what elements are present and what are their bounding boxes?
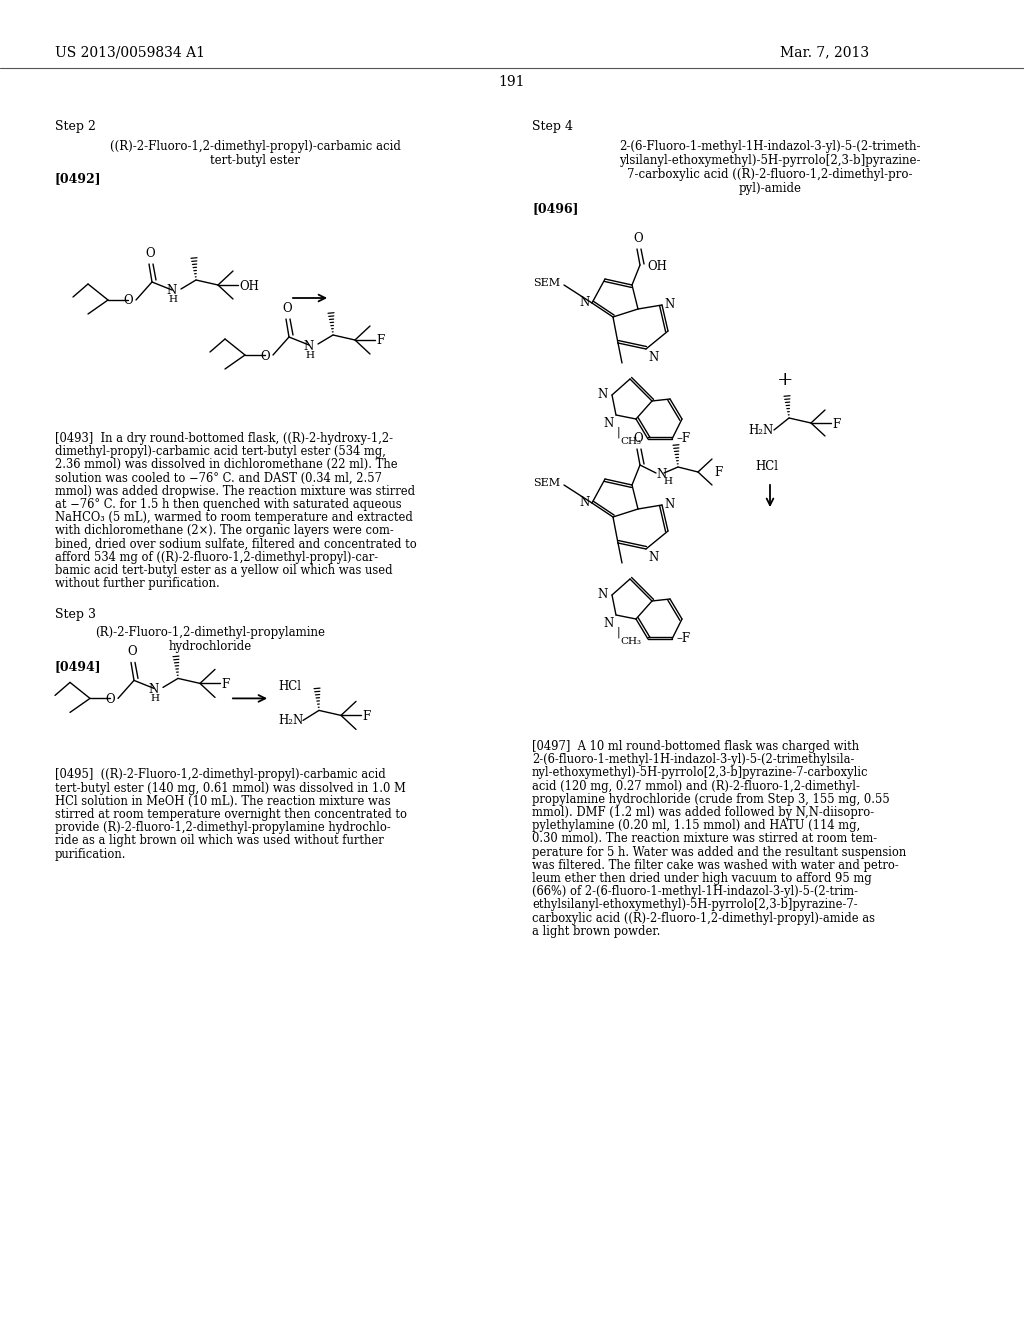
Text: N: N bbox=[664, 298, 674, 312]
Text: N: N bbox=[598, 388, 608, 401]
Text: H: H bbox=[663, 478, 672, 487]
Text: [0495]  ((R)-2-Fluoro-1,2-dimethyl-propyl)-carbamic acid: [0495] ((R)-2-Fluoro-1,2-dimethyl-propyl… bbox=[55, 768, 386, 781]
Text: O: O bbox=[283, 302, 292, 315]
Text: acid (120 mg, 0.27 mmol) and (R)-2-fluoro-1,2-dimethyl-: acid (120 mg, 0.27 mmol) and (R)-2-fluor… bbox=[532, 780, 860, 792]
Text: nyl-ethoxymethyl)-5H-pyrrolo[2,3-b]pyrazine-7-carboxylic: nyl-ethoxymethyl)-5H-pyrrolo[2,3-b]pyraz… bbox=[532, 767, 868, 779]
Text: N: N bbox=[656, 467, 667, 480]
Text: ((R)-2-Fluoro-1,2-dimethyl-propyl)-carbamic acid: ((R)-2-Fluoro-1,2-dimethyl-propyl)-carba… bbox=[110, 140, 400, 153]
Text: Step 3: Step 3 bbox=[55, 609, 96, 622]
Text: H: H bbox=[151, 694, 160, 704]
Text: mmol) was added dropwise. The reaction mixture was stirred: mmol) was added dropwise. The reaction m… bbox=[55, 484, 415, 498]
Text: hydrochloride: hydrochloride bbox=[168, 640, 252, 653]
Text: CH₃: CH₃ bbox=[620, 638, 641, 645]
Text: F: F bbox=[831, 417, 841, 430]
Text: N: N bbox=[664, 499, 674, 511]
Text: a light brown powder.: a light brown powder. bbox=[532, 925, 660, 937]
Text: pyl)-amide: pyl)-amide bbox=[738, 182, 802, 195]
Text: O: O bbox=[145, 247, 155, 260]
Text: at −76° C. for 1.5 h then quenched with saturated aqueous: at −76° C. for 1.5 h then quenched with … bbox=[55, 498, 401, 511]
Text: F: F bbox=[362, 710, 371, 723]
Text: |: | bbox=[616, 627, 620, 639]
Text: [0492]: [0492] bbox=[55, 172, 101, 185]
Text: Step 4: Step 4 bbox=[532, 120, 573, 133]
Text: SEM: SEM bbox=[532, 279, 560, 288]
Text: without further purification.: without further purification. bbox=[55, 577, 220, 590]
Text: N: N bbox=[598, 589, 608, 602]
Text: Step 2: Step 2 bbox=[55, 120, 96, 133]
Text: stirred at room temperature overnight then concentrated to: stirred at room temperature overnight th… bbox=[55, 808, 407, 821]
Text: with dichloromethane (2×). The organic layers were com-: with dichloromethane (2×). The organic l… bbox=[55, 524, 394, 537]
Text: tert-butyl ester (140 mg, 0.61 mmol) was dissolved in 1.0 M: tert-butyl ester (140 mg, 0.61 mmol) was… bbox=[55, 781, 406, 795]
Text: tert-butyl ester: tert-butyl ester bbox=[210, 154, 300, 168]
Text: was filtered. The filter cake was washed with water and petro-: was filtered. The filter cake was washed… bbox=[532, 859, 899, 871]
Text: HCl: HCl bbox=[755, 459, 778, 473]
Text: O: O bbox=[127, 645, 137, 659]
Text: OH: OH bbox=[647, 260, 667, 272]
Text: N: N bbox=[167, 285, 177, 297]
Text: 191: 191 bbox=[499, 75, 525, 88]
Text: 0.30 mmol). The reaction mixture was stirred at room tem-: 0.30 mmol). The reaction mixture was sti… bbox=[532, 833, 878, 845]
Text: solution was cooled to −76° C. and DAST (0.34 ml, 2.57: solution was cooled to −76° C. and DAST … bbox=[55, 471, 382, 484]
Text: (R)-2-Fluoro-1,2-dimethyl-propylamine: (R)-2-Fluoro-1,2-dimethyl-propylamine bbox=[95, 627, 325, 639]
Text: [0494]: [0494] bbox=[55, 660, 101, 673]
Text: H: H bbox=[169, 296, 177, 305]
Text: bamic acid tert-butyl ester as a yellow oil which was used: bamic acid tert-butyl ester as a yellow … bbox=[55, 564, 392, 577]
Text: mmol). DMF (1.2 ml) was added followed by N,N-diisopro-: mmol). DMF (1.2 ml) was added followed b… bbox=[532, 807, 874, 818]
Text: –F: –F bbox=[676, 632, 690, 645]
Text: dimethyl-propyl)-carbamic acid tert-butyl ester (534 mg,: dimethyl-propyl)-carbamic acid tert-buty… bbox=[55, 445, 386, 458]
Text: O: O bbox=[633, 232, 643, 246]
Text: |: | bbox=[616, 426, 620, 438]
Text: N: N bbox=[604, 616, 614, 630]
Text: ethylsilanyl-ethoxymethyl)-5H-pyrrolo[2,3-b]pyrazine-7-: ethylsilanyl-ethoxymethyl)-5H-pyrrolo[2,… bbox=[532, 899, 858, 911]
Text: 2.36 mmol) was dissolved in dichloromethane (22 ml). The: 2.36 mmol) was dissolved in dichlorometh… bbox=[55, 458, 397, 471]
Text: H₂N: H₂N bbox=[278, 714, 303, 727]
Text: F: F bbox=[376, 334, 384, 347]
Text: F: F bbox=[714, 466, 722, 479]
Text: O: O bbox=[633, 432, 643, 445]
Text: H: H bbox=[305, 351, 314, 359]
Text: 2-(6-Fluoro-1-methyl-1H-indazol-3-yl)-5-(2-trimeth-: 2-(6-Fluoro-1-methyl-1H-indazol-3-yl)-5-… bbox=[620, 140, 921, 153]
Text: –F: –F bbox=[676, 433, 690, 446]
Text: HCl: HCl bbox=[278, 680, 301, 693]
Text: ylsilanyl-ethoxymethyl)-5H-pyrrolo[2,3-b]pyrazine-: ylsilanyl-ethoxymethyl)-5H-pyrrolo[2,3-b… bbox=[620, 154, 921, 168]
Text: O: O bbox=[105, 693, 115, 706]
Text: N: N bbox=[304, 339, 314, 352]
Text: [0496]: [0496] bbox=[532, 202, 579, 215]
Text: US 2013/0059834 A1: US 2013/0059834 A1 bbox=[55, 45, 205, 59]
Text: afford 534 mg of ((R)-2-fluoro-1,2-dimethyl-propyl)-car-: afford 534 mg of ((R)-2-fluoro-1,2-dimet… bbox=[55, 550, 378, 564]
Text: N: N bbox=[148, 682, 159, 696]
Text: Mar. 7, 2013: Mar. 7, 2013 bbox=[780, 45, 869, 59]
Text: NaHCO₃ (5 mL), warmed to room temperature and extracted: NaHCO₃ (5 mL), warmed to room temperatur… bbox=[55, 511, 413, 524]
Text: [0493]  In a dry round-bottomed flask, ((R)-2-hydroxy-1,2-: [0493] In a dry round-bottomed flask, ((… bbox=[55, 432, 393, 445]
Text: perature for 5 h. Water was added and the resultant suspension: perature for 5 h. Water was added and th… bbox=[532, 846, 906, 858]
Text: OH: OH bbox=[239, 280, 259, 293]
Text: +: + bbox=[777, 371, 794, 389]
Text: O: O bbox=[123, 294, 133, 308]
Text: F: F bbox=[221, 678, 229, 690]
Text: leum ether then dried under high vacuum to afford 95 mg: leum ether then dried under high vacuum … bbox=[532, 873, 871, 884]
Text: N: N bbox=[648, 550, 658, 564]
Text: HCl solution in MeOH (10 mL). The reaction mixture was: HCl solution in MeOH (10 mL). The reacti… bbox=[55, 795, 390, 808]
Text: ride as a light brown oil which was used without further: ride as a light brown oil which was used… bbox=[55, 834, 384, 847]
Text: H₂N: H₂N bbox=[748, 424, 773, 437]
Text: (66%) of 2-(6-fluoro-1-methyl-1H-indazol-3-yl)-5-(2-trim-: (66%) of 2-(6-fluoro-1-methyl-1H-indazol… bbox=[532, 886, 858, 898]
Text: purification.: purification. bbox=[55, 847, 127, 861]
Text: N: N bbox=[604, 417, 614, 430]
Text: [0497]  A 10 ml round-bottomed flask was charged with: [0497] A 10 ml round-bottomed flask was … bbox=[532, 741, 859, 752]
Text: propylamine hydrochloride (crude from Step 3, 155 mg, 0.55: propylamine hydrochloride (crude from St… bbox=[532, 793, 890, 805]
Text: SEM: SEM bbox=[532, 478, 560, 488]
Text: N: N bbox=[580, 496, 590, 510]
Text: carboxylic acid ((R)-2-fluoro-1,2-dimethyl-propyl)-amide as: carboxylic acid ((R)-2-fluoro-1,2-dimeth… bbox=[532, 912, 874, 924]
Text: N: N bbox=[580, 297, 590, 309]
Text: bined, dried over sodium sulfate, filtered and concentrated to: bined, dried over sodium sulfate, filter… bbox=[55, 537, 417, 550]
Text: pylethylamine (0.20 ml, 1.15 mmol) and HATU (114 mg,: pylethylamine (0.20 ml, 1.15 mmol) and H… bbox=[532, 820, 860, 832]
Text: N: N bbox=[648, 351, 658, 364]
Text: O: O bbox=[260, 350, 269, 363]
Text: 7-carboxylic acid ((R)-2-fluoro-1,2-dimethyl-pro-: 7-carboxylic acid ((R)-2-fluoro-1,2-dime… bbox=[628, 168, 912, 181]
Text: CH₃: CH₃ bbox=[620, 437, 641, 446]
Text: 2-(6-fluoro-1-methyl-1H-indazol-3-yl)-5-(2-trimethylsila-: 2-(6-fluoro-1-methyl-1H-indazol-3-yl)-5-… bbox=[532, 754, 854, 766]
Text: provide (R)-2-fluoro-1,2-dimethyl-propylamine hydrochlo-: provide (R)-2-fluoro-1,2-dimethyl-propyl… bbox=[55, 821, 391, 834]
